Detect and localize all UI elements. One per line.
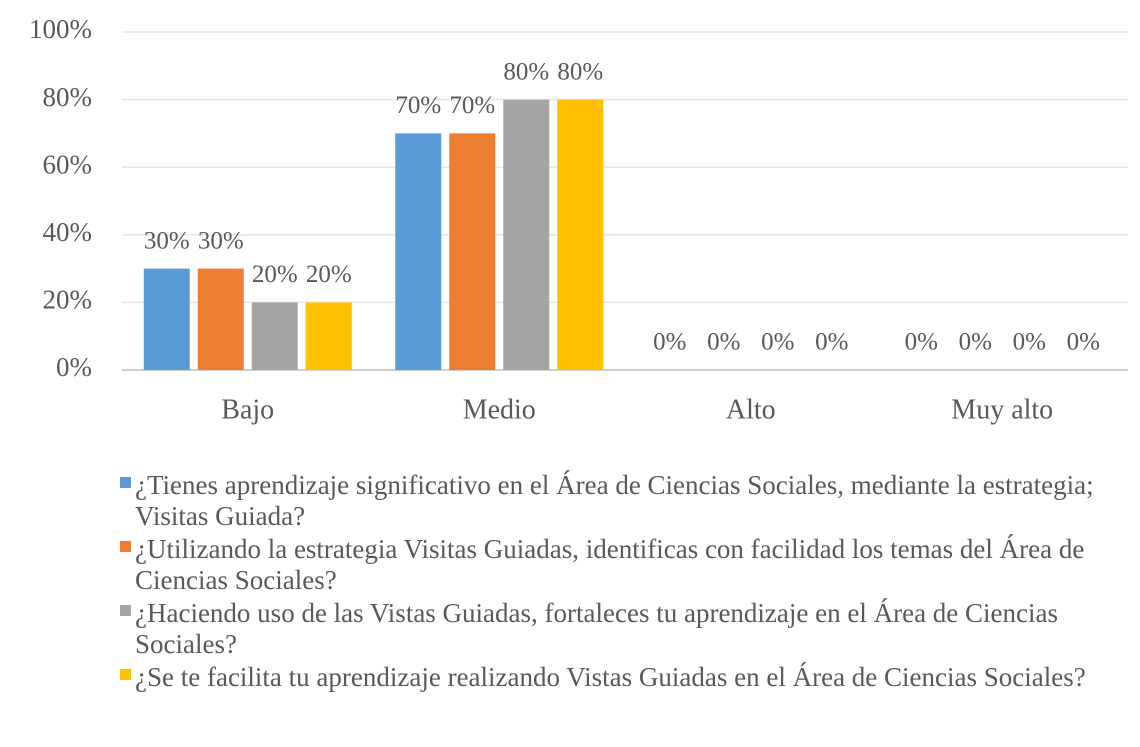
y-tick-label: 0% <box>56 352 92 382</box>
legend-entry: ¿Utilizando la estrategia Visitas Guiada… <box>120 534 1130 596</box>
value-label: 20% <box>306 261 352 288</box>
bar <box>503 99 550 370</box>
value-label: 0% <box>1013 329 1046 356</box>
legend-label: ¿Utilizando la estrategia Visitas Guiada… <box>135 534 1085 595</box>
y-tick-label: 60% <box>43 149 93 179</box>
value-label: 70% <box>395 92 441 119</box>
x-tick-label: Alto <box>726 394 776 425</box>
chart: 0% 20% 40% 60% 80% 100% Bajo 30% 30% 20% 20% Medio 7… <box>29 14 1128 425</box>
value-label: 80% <box>503 58 549 85</box>
bar <box>557 99 604 370</box>
x-tick-label: Muy alto <box>951 394 1053 425</box>
legend-entry: ¿Haciendo uso de las Vistas Guiadas, for… <box>120 598 1130 660</box>
value-label: 30% <box>198 227 244 254</box>
bar <box>251 302 298 370</box>
y-tick-label: 100% <box>29 14 92 44</box>
value-label: 0% <box>905 329 938 356</box>
y-tick-label: 80% <box>43 82 93 112</box>
legend-label: ¿Tienes aprendizaje significativo en el … <box>135 470 1094 531</box>
value-label: 0% <box>707 329 740 356</box>
value-label: 30% <box>144 227 190 254</box>
value-label: 80% <box>557 58 603 85</box>
legend-label: ¿Haciendo uso de las Vistas Guiadas, for… <box>135 598 1059 659</box>
legend: ¿Tienes aprendizaje significativo en el … <box>120 470 1130 695</box>
legend-swatch <box>120 605 131 616</box>
value-label: 0% <box>653 329 686 356</box>
legend-swatch <box>120 477 131 488</box>
bar <box>449 133 496 370</box>
bar <box>305 302 352 370</box>
x-tick-label: Medio <box>463 394 536 425</box>
bar <box>143 268 190 370</box>
legend-swatch <box>120 669 131 680</box>
legend-label: ¿Se te facilita tu aprendizaje realizand… <box>135 662 1086 692</box>
value-label: 70% <box>449 92 495 119</box>
y-tick-label: 40% <box>43 217 93 247</box>
value-label: 0% <box>815 329 848 356</box>
value-label: 0% <box>761 329 794 356</box>
legend-entry: ¿Se te facilita tu aprendizaje realizand… <box>120 662 1130 693</box>
bar <box>395 133 442 370</box>
legend-entry: ¿Tienes aprendizaje significativo en el … <box>120 470 1130 532</box>
value-label: 0% <box>1067 329 1100 356</box>
x-tick-label: Bajo <box>221 394 274 425</box>
value-label: 20% <box>252 261 298 288</box>
value-label: 0% <box>959 329 992 356</box>
legend-swatch <box>120 541 131 552</box>
y-tick-label: 20% <box>43 285 93 315</box>
bar <box>197 268 244 370</box>
